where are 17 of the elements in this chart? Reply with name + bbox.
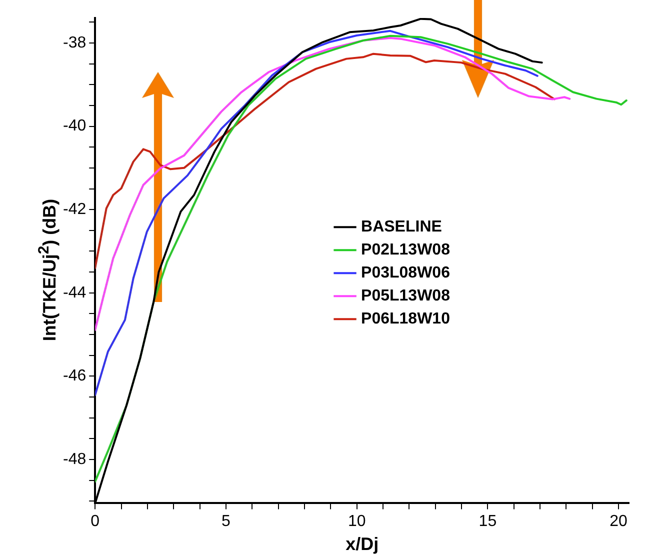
- x-tick-label: 10: [348, 513, 366, 530]
- y-tick-label: -38: [63, 34, 86, 52]
- x-tick-label: 15: [478, 513, 497, 530]
- legend-label: P05L13W08: [361, 287, 450, 304]
- x-tick-label: 0: [90, 513, 100, 530]
- legend-label: P06L18W10: [361, 310, 450, 328]
- y-tick-label: -48: [63, 450, 86, 468]
- legend-label: BASELINE: [361, 218, 442, 236]
- x-tick-label: 5: [222, 513, 231, 530]
- y-tick-label: -46: [63, 368, 86, 385]
- y-tick-label: -44: [63, 284, 86, 302]
- legend-label: P02L13W08: [361, 241, 450, 258]
- x-axis-title: x/Dj: [346, 534, 379, 554]
- y-tick-label: -40: [63, 118, 86, 135]
- x-tick-label: 20: [610, 513, 628, 530]
- legend-label: P03L08W06: [361, 264, 450, 282]
- y-tick-label: -42: [63, 200, 86, 218]
